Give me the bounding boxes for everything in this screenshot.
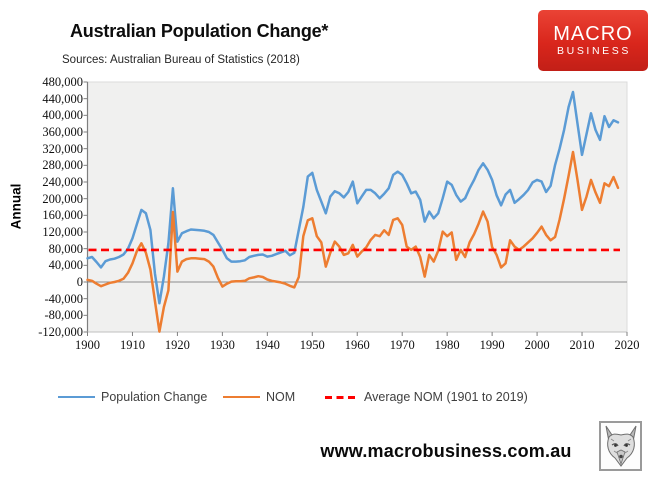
y-axis-tick-label: 120,000 — [42, 225, 83, 239]
legend-line-nom — [223, 395, 260, 399]
macrobusiness-logo: MACRO BUSINESS — [538, 10, 648, 71]
x-axis-tick-label: 1960 — [344, 338, 370, 352]
x-axis-tick-label: 1900 — [75, 338, 100, 352]
legend-item-average-nom: Average NOM (1901 to 2019) — [325, 389, 528, 405]
y-axis-tick-label: 400,000 — [42, 108, 83, 123]
logo-text-business: BUSINESS — [557, 45, 631, 57]
legend-item-nom: NOM — [223, 389, 295, 405]
y-axis-tick-label: -80,000 — [44, 308, 83, 323]
x-axis-tick-label: 2010 — [569, 338, 595, 352]
line-nom — [86, 150, 620, 333]
legend-line-average-nom — [325, 395, 358, 399]
y-axis-tick-label: -40,000 — [44, 291, 83, 306]
x-axis-tick-label: 1910 — [119, 338, 145, 352]
y-axis-tick-label: 160,000 — [42, 208, 83, 223]
x-axis-tick-label: 1970 — [389, 338, 415, 352]
legend-label-nom: NOM — [266, 390, 296, 404]
y-axis-tick-label: 280,000 — [42, 158, 83, 173]
legend-item-population-change: Population Change — [58, 389, 207, 405]
chart-title: Australian Population Change* — [70, 21, 329, 41]
legend-label-average-nom: Average NOM (1901 to 2019) — [364, 390, 528, 404]
y-axis-tick-label: 200,000 — [42, 191, 83, 206]
y-axis-tick-label: 240,000 — [42, 175, 83, 189]
x-axis-tick-label: 1990 — [479, 338, 505, 352]
chart-source-note: Sources: Australian Bureau of Statistics… — [62, 54, 300, 66]
legend-line-population-change — [58, 395, 95, 399]
y-axis-tick-label: 320,000 — [42, 141, 83, 156]
logo-text-macro: MACRO — [553, 23, 633, 45]
website-url: www.macrobusiness.com.au — [320, 441, 572, 461]
wolf-head-icon — [605, 425, 636, 467]
x-axis-tick-label: 1980 — [434, 338, 460, 352]
x-axis-tick-label: 1950 — [299, 338, 325, 352]
x-axis-tick-label: 1930 — [209, 338, 235, 352]
y-axis-tick-label: 0 — [76, 275, 83, 289]
wolf-logo — [599, 421, 642, 471]
line-population-change — [86, 90, 620, 305]
y-axis-tick-label: 480,000 — [42, 75, 83, 89]
legend-label-population-change: Population Change — [101, 390, 208, 404]
x-axis-tick-label: 2000 — [524, 338, 550, 352]
x-axis-tick-label: 1920 — [164, 338, 190, 352]
y-axis-tick-label: 360,000 — [42, 125, 83, 139]
y-axis-tick-label: 80,000 — [48, 241, 83, 256]
x-axis-tick-label: 1940 — [254, 338, 280, 352]
y-axis-tick-label: -120,000 — [38, 325, 83, 339]
y-axis-tick-label: 40,000 — [48, 258, 83, 273]
y-axis-tick-label: 440,000 — [42, 91, 83, 106]
x-axis-tick-label: 2020 — [614, 338, 640, 352]
